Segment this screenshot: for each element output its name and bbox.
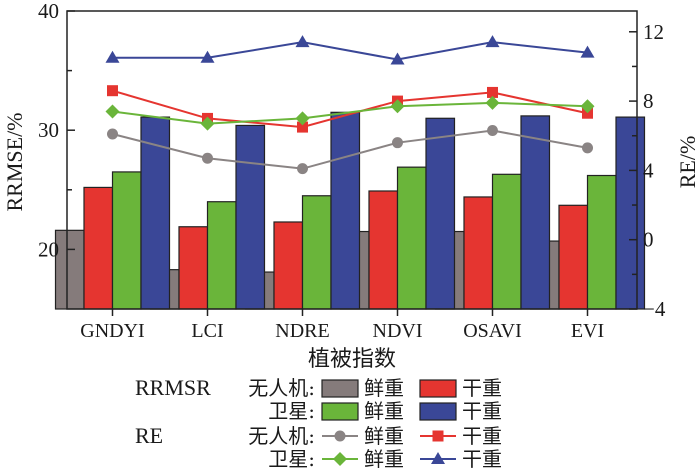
- bar-lci-1: [178, 226, 209, 310]
- marker-diamond-lci: [200, 116, 215, 131]
- bar-gndyi-0: [54, 229, 85, 310]
- bar-ndvi-3: [425, 117, 456, 310]
- legend-swatch-bar: [321, 379, 359, 398]
- bar-evi-2: [586, 174, 617, 310]
- legend-swatch-bar: [321, 402, 359, 421]
- marker-triangle-ndvi: [390, 52, 405, 65]
- legend-platform-label: 卫星:: [268, 447, 315, 471]
- legend-item-label: 鲜重: [364, 424, 404, 448]
- marker-diamond-evi: [580, 99, 595, 114]
- line-layer: [105, 35, 595, 175]
- bar-ndre-2: [301, 195, 332, 310]
- y-left-tick-label: 20: [38, 237, 59, 261]
- bar-lci-3: [235, 124, 266, 310]
- bar-gndyi-1: [83, 186, 114, 310]
- y-left-tick-label: 40: [38, 0, 59, 23]
- marker-square-gndyi: [107, 85, 118, 97]
- legend-item-label: 鲜重: [364, 447, 404, 471]
- marker-circle-lci: [202, 152, 213, 164]
- marker-circle-evi: [582, 142, 593, 154]
- y-right-tick-label: 0: [643, 228, 654, 252]
- bar-osavi-3: [520, 115, 551, 310]
- legend-marker-square: [432, 430, 444, 442]
- bar-ndre-3: [330, 111, 361, 310]
- marker-triangle-lci: [200, 50, 215, 63]
- x-tick-label-ndre: NDRE: [275, 320, 329, 342]
- y-right-tick-label: 8: [643, 89, 654, 113]
- bar-lci-2: [206, 201, 237, 310]
- bar-ndre-1: [273, 221, 304, 310]
- y-axis-left-title: RRMSE/%: [2, 112, 27, 211]
- marker-square-osavi: [487, 86, 498, 98]
- marker-circle-gndyi: [107, 128, 118, 140]
- marker-circle-osavi: [487, 125, 498, 137]
- legend-platform-label: 无人机:: [248, 424, 315, 448]
- marker-triangle-osavi: [485, 35, 500, 48]
- line-series-0: [112, 129, 588, 170]
- bar-osavi-2: [491, 173, 522, 310]
- marker-diamond-osavi: [485, 95, 500, 110]
- x-tick-label-gndyi: GNDYI: [80, 320, 144, 342]
- bar-osavi-1: [463, 196, 494, 310]
- legend-marker-circle: [334, 430, 346, 442]
- y-left-tick-label: 30: [38, 118, 59, 142]
- legend-platform-label: 卫星:: [268, 399, 315, 423]
- legend-item-label: 鲜重: [364, 399, 404, 423]
- legend-marker-triangle: [431, 452, 445, 464]
- legend-swatch-bar: [419, 379, 457, 398]
- legend-group-label: RRMSR: [135, 375, 211, 400]
- marker-triangle-evi: [580, 45, 595, 58]
- plot-frame: [66, 10, 638, 310]
- marker-square-ndre: [297, 121, 308, 133]
- marker-triangle-gndyi: [105, 50, 120, 63]
- legend-group-label: RE: [135, 423, 163, 448]
- bar-evi-3: [615, 116, 646, 310]
- x-tick-label-osavi: OSAVI: [463, 320, 522, 342]
- bar-evi-1: [558, 204, 589, 310]
- marker-circle-ndre: [297, 163, 308, 175]
- legend-item-label: 干重: [462, 447, 502, 471]
- marker-diamond-ndre: [295, 111, 310, 126]
- legend-swatch-bar: [419, 402, 457, 421]
- bar-gndyi-3: [140, 116, 171, 310]
- legend-platform-label: 无人机:: [248, 376, 315, 400]
- line-series-1: [112, 89, 588, 129]
- legend-item-label: 干重: [462, 399, 502, 423]
- marker-diamond-gndyi: [105, 104, 120, 119]
- axes: 20 30 40 −4 0 4 8 12 GNDYI LCI NDRE NDVI OSAVI EVI: [38, 0, 666, 342]
- x-tick-label-lci: LCI: [191, 320, 223, 342]
- line-series-2: [112, 101, 588, 125]
- marker-triangle-ndre: [295, 35, 310, 48]
- y-right-tick-label: −4: [643, 297, 666, 321]
- legend-item-label: 鲜重: [364, 376, 404, 400]
- bar-gndyi-2: [111, 171, 142, 310]
- x-tick-label-ndvi: NDVI: [373, 320, 423, 342]
- legend-item-label: 干重: [462, 376, 502, 400]
- bar-ndvi-1: [368, 190, 399, 310]
- legend-item-label: 干重: [462, 424, 502, 448]
- marker-diamond-ndvi: [390, 99, 405, 114]
- y-right-tick-label: 12: [643, 20, 664, 44]
- y-axis-right-title: RE/%: [675, 136, 700, 189]
- y-right-tick-label: 4: [643, 158, 654, 182]
- x-tick-label-evi: EVI: [571, 320, 604, 342]
- x-axis-title: 植被指数: [308, 346, 396, 371]
- bar-ndvi-2: [396, 166, 427, 310]
- line-series-3: [112, 41, 588, 61]
- legend-marker-diamond: [333, 452, 347, 466]
- marker-circle-ndvi: [392, 137, 403, 149]
- bar-layer: [54, 111, 646, 310]
